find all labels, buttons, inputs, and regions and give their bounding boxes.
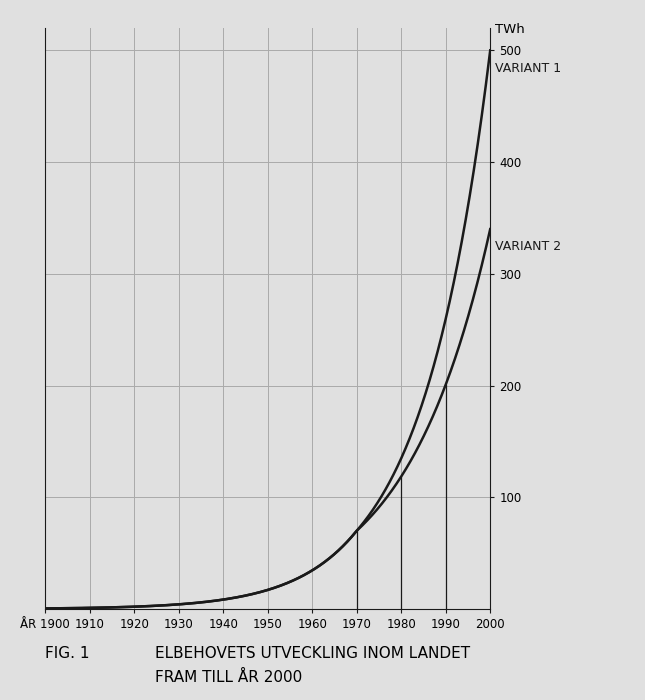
Text: TWh: TWh bbox=[495, 23, 524, 36]
Text: VARIANT 2: VARIANT 2 bbox=[495, 240, 561, 253]
Text: FRAM TILL ÅR 2000: FRAM TILL ÅR 2000 bbox=[155, 670, 302, 685]
Text: FIG. 1: FIG. 1 bbox=[45, 647, 90, 662]
Text: ELBEHOVETS UTVECKLING INOM LANDET: ELBEHOVETS UTVECKLING INOM LANDET bbox=[155, 647, 470, 662]
Text: VARIANT 1: VARIANT 1 bbox=[495, 62, 561, 74]
